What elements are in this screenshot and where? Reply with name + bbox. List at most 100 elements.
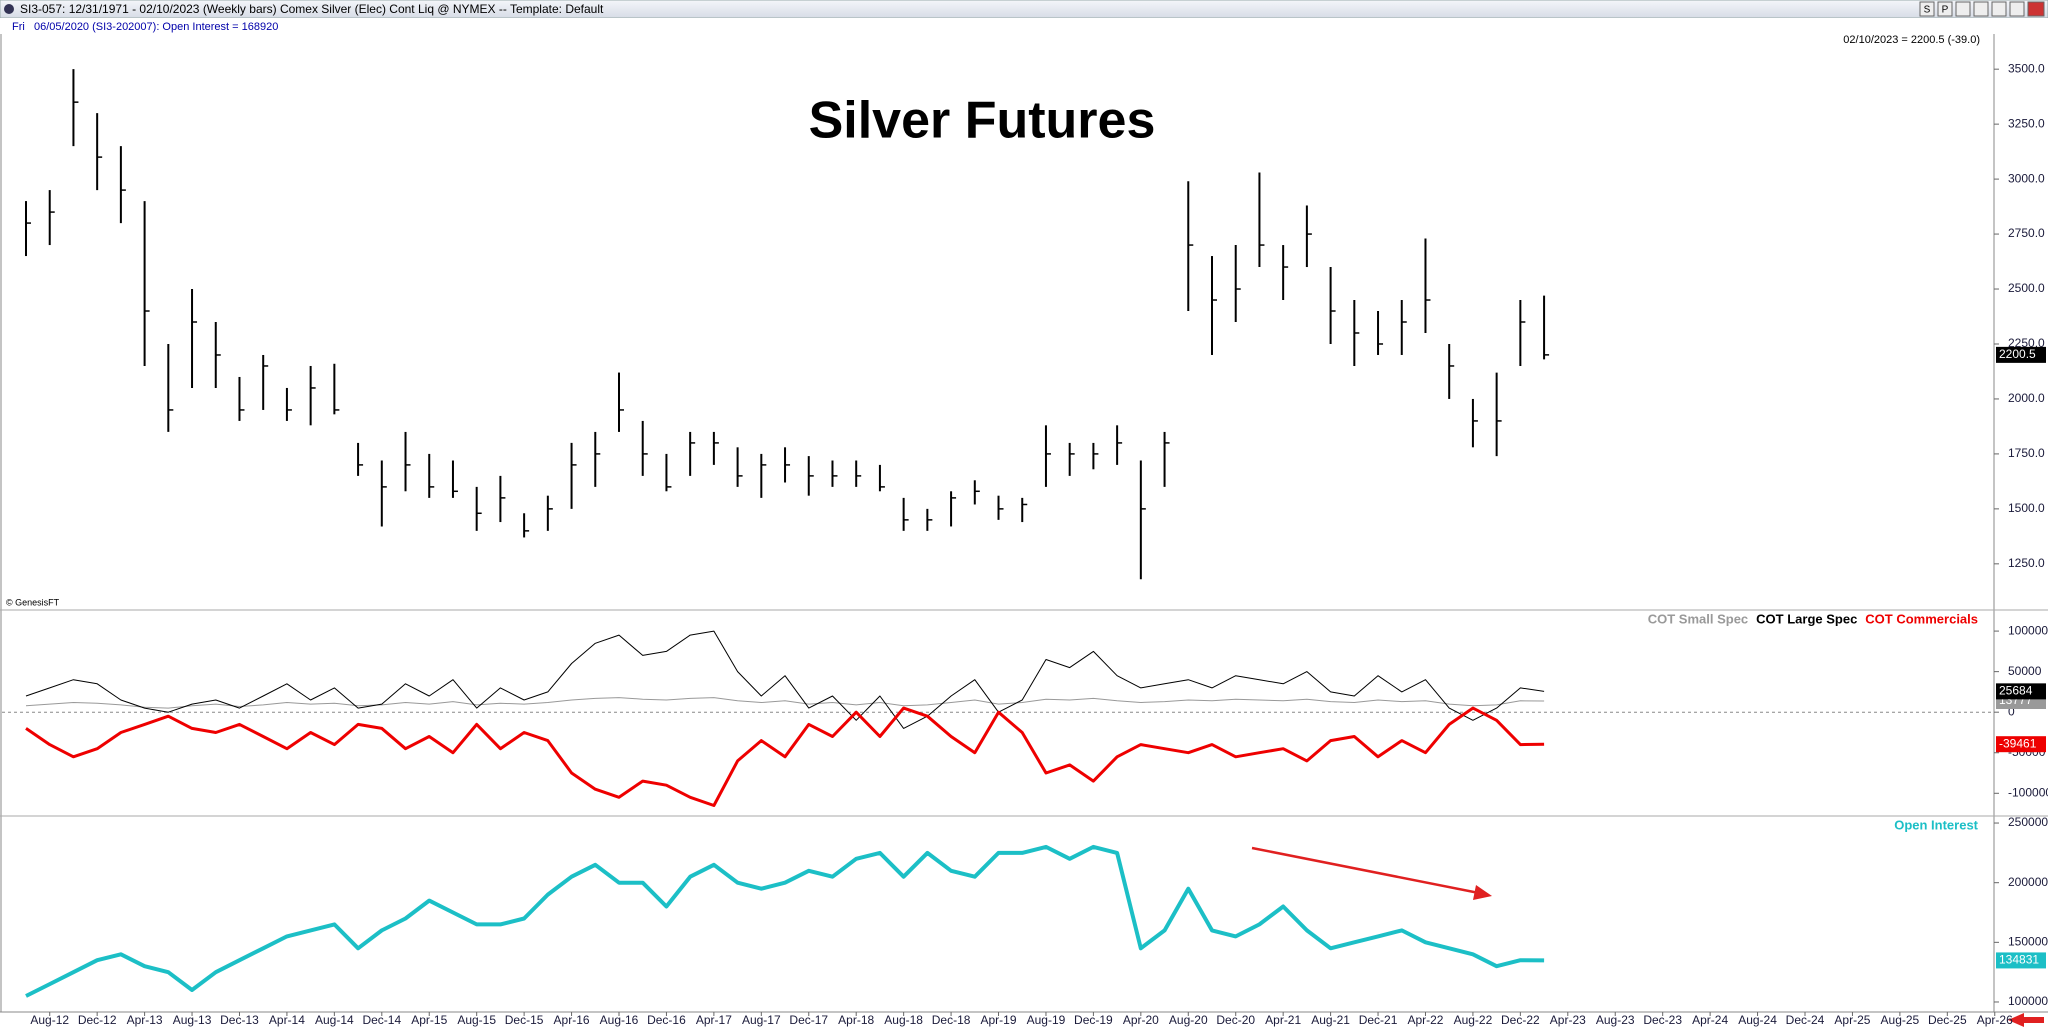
x-tick-label: Apr-13 [127,1013,163,1027]
last-value-box [1996,736,2046,753]
x-tick-label: Aug-21 [1311,1013,1350,1027]
y-tick-label: 1250.0 [2008,556,2045,570]
arrow-shaft [1251,846,1485,896]
x-tick-label: Dec-15 [505,1013,544,1027]
y-tick-label: 3250.0 [2008,116,2045,130]
x-tick-label: Dec-22 [1501,1013,1540,1027]
header-line1: SI3-057: 12/31/1971 - 02/10/2023 (Weekly… [20,2,604,16]
series-line [25,630,1545,729]
x-tick-label: Aug-16 [600,1013,639,1027]
maximize-button[interactable] [2009,1,2025,17]
series-line [25,706,1545,807]
x-tick-label: Apr-26 [1977,1013,2013,1027]
legend-entry: COT Commercials [1865,611,1978,626]
y-tick-label: 2750.0 [2008,226,2045,240]
x-tick-label: Dec-18 [932,1013,971,1027]
x-tick-label: Aug-23 [1596,1013,1635,1027]
x-tick-label: Aug-25 [1881,1013,1920,1027]
last-value-label: 134831 [1999,953,2039,967]
legend-entry: COT Large Spec [1756,611,1857,626]
x-tick-label: Apr-17 [696,1013,732,1027]
info-bar [0,18,2048,34]
header-line2: 06/05/2020 (SI3-202007): Open Interest =… [34,21,278,33]
last-value-label: -39461 [1999,736,2037,750]
last-value-box [1996,952,2046,969]
credit: © GenesisFT [6,597,60,607]
x-tick-label: Aug-18 [884,1013,923,1027]
x-tick-label: Apr-25 [1834,1013,1870,1027]
close-button[interactable] [2027,1,2045,17]
last-value-box [1996,683,2046,700]
y-tick-label: 50000 [2008,664,2042,678]
x-tick-label: Aug-19 [1027,1013,1066,1027]
x-tick-label: Apr-24 [1692,1013,1728,1027]
x-tick-label: Apr-21 [1265,1013,1301,1027]
series-line [25,697,1545,709]
x-tick-label: Aug-22 [1454,1013,1493,1027]
y-tick-label: 250000 [2008,815,2048,829]
window-buttons: S P [1919,1,2045,17]
x-tick-label: Apr-14 [269,1013,305,1027]
x-tick-label: Apr-16 [554,1013,590,1027]
y-tick-label: 0 [2008,704,2015,718]
x-tick-label: Apr-20 [1123,1013,1159,1027]
x-tick-label: Aug-13 [173,1013,212,1027]
x-tick-label: Dec-25 [1928,1013,1967,1027]
x-tick-label: Dec-14 [362,1013,401,1027]
x-tick-label: Dec-19 [1074,1013,1113,1027]
x-tick-label: Aug-20 [1169,1013,1208,1027]
x-tick-label: Dec-23 [1643,1013,1682,1027]
scroll-arrow[interactable] [2022,1017,2044,1023]
x-tick-label: Apr-15 [411,1013,447,1027]
x-tick-label: Dec-24 [1786,1013,1825,1027]
x-tick-label: Apr-18 [838,1013,874,1027]
series-line [25,844,1545,998]
last-value-label: 25684 [1999,684,2033,698]
y-tick-label: 2000.0 [2008,391,2045,405]
x-tick-label: Aug-24 [1738,1013,1777,1027]
button-label[interactable]: S [1924,5,1931,16]
x-tick-label: Dec-21 [1359,1013,1398,1027]
button[interactable] [1937,1,1953,17]
app-icon [4,4,14,14]
button[interactable] [1955,1,1971,17]
y-tick-label: 2500.0 [2008,281,2045,295]
y-tick-label: 150000 [2008,935,2048,949]
minimize-button[interactable] [1991,1,2007,17]
chart-title: Silver Futures [809,92,1156,150]
y-tick-label: -100000 [2008,785,2048,799]
x-tick-label: Dec-20 [1216,1013,1255,1027]
y-tick-label: 1750.0 [2008,446,2045,460]
x-tick-label: Apr-23 [1550,1013,1586,1027]
arrow-head [1473,885,1492,900]
last-quote: 02/10/2023 = 2200.5 (-39.0) [1843,34,1980,46]
x-tick-label: Aug-14 [315,1013,354,1027]
x-tick-label: Apr-19 [981,1013,1017,1027]
y-tick-label: 3500.0 [2008,61,2045,75]
y-tick-label: 200000 [2008,875,2048,889]
x-tick-label: Dec-13 [220,1013,259,1027]
button-label[interactable]: P [1942,5,1949,16]
trend-arrow [1251,846,1492,900]
y-tick-label: 100000 [2008,994,2048,1008]
y-tick-label: 2250.0 [2008,336,2045,350]
scroll-arrow[interactable] [2008,1013,2024,1027]
y-tick-label: 100000 [2008,623,2048,637]
legend-entry: Open Interest [1894,817,1978,832]
x-tick-label: Aug-15 [457,1013,496,1027]
x-tick-label: Apr-22 [1407,1013,1443,1027]
legend-entry: COT Small Spec [1648,611,1748,626]
x-tick-label: Aug-17 [742,1013,781,1027]
price-bars [25,69,1550,580]
button[interactable] [1973,1,1989,17]
frame [0,34,2048,1013]
y-tick-label: 1500.0 [2008,501,2045,515]
button[interactable] [1919,1,1935,17]
y-tick-label: 3000.0 [2008,171,2045,185]
x-tick-label: Dec-16 [647,1013,686,1027]
last-value-box [1996,346,2046,363]
x-tick-label: Aug-12 [30,1013,69,1027]
